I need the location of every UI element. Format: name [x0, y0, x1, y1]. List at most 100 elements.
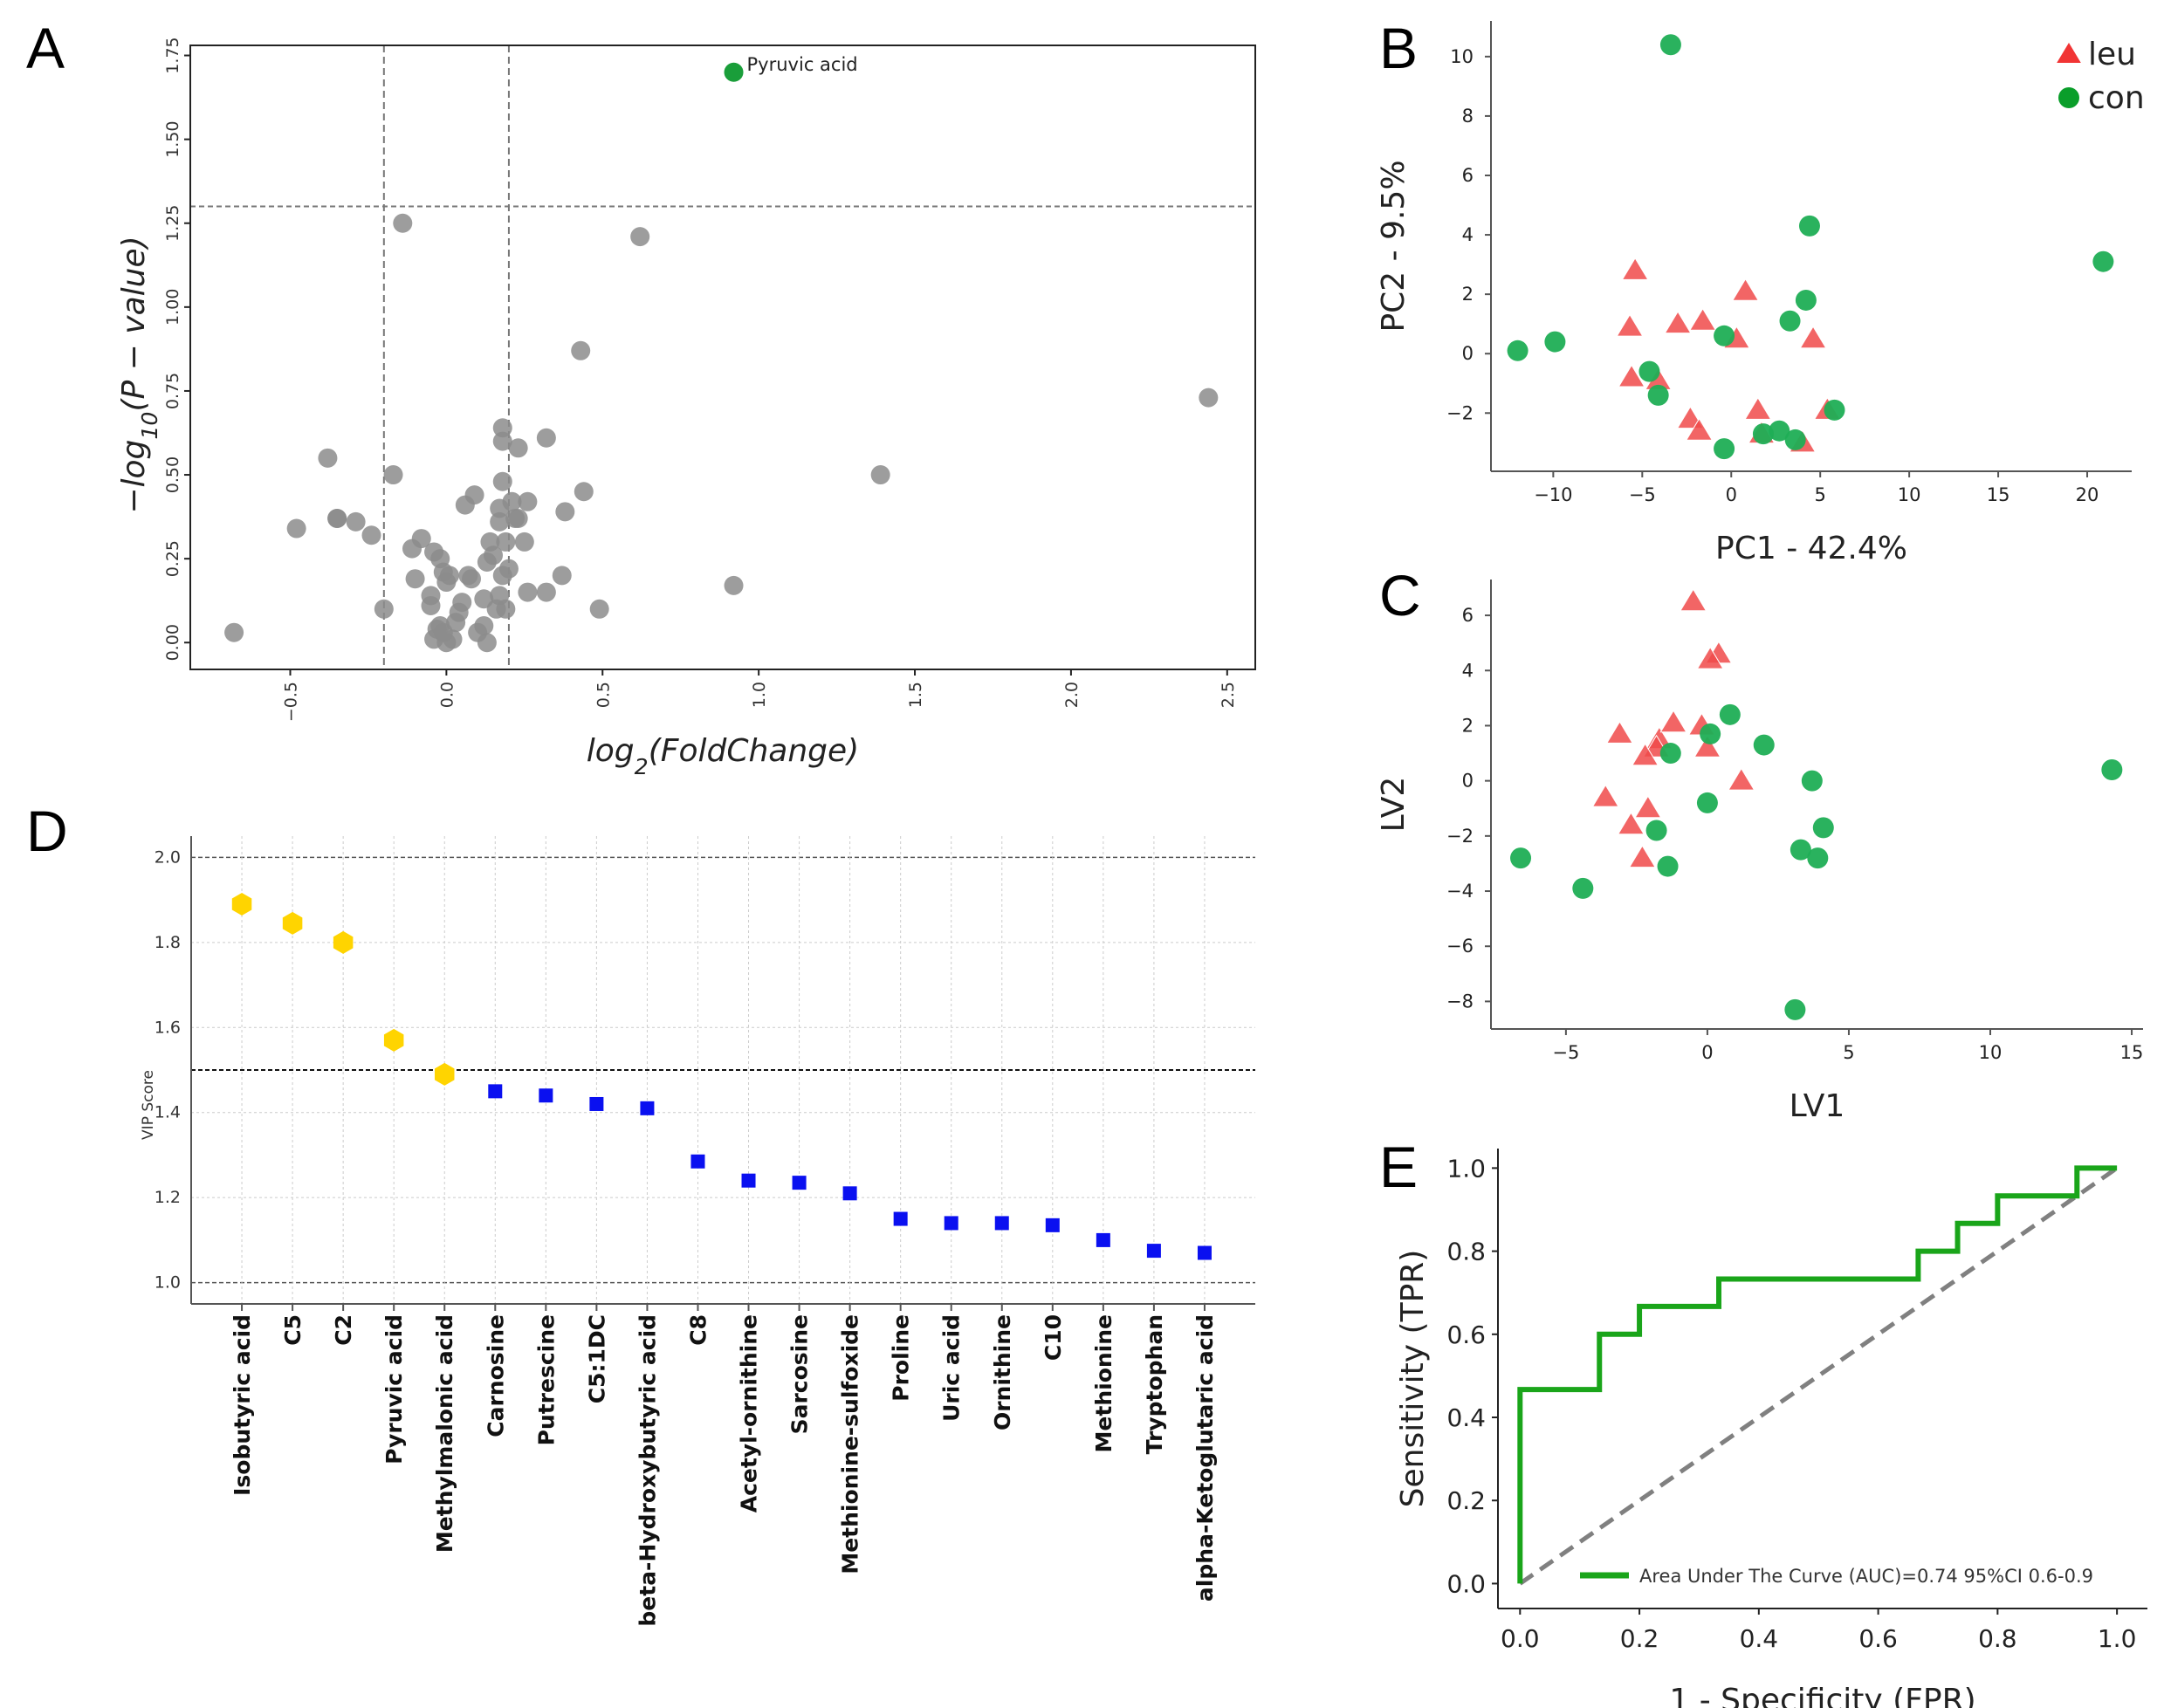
- leu-point: [1621, 257, 1649, 280]
- x-tick-label: 0.6: [1858, 1624, 1898, 1653]
- con-point: [1795, 289, 1817, 311]
- x-tick-label: 15: [2120, 1042, 2144, 1063]
- data-point: [490, 511, 510, 532]
- leu-point: [1618, 364, 1645, 388]
- leu-point: [1628, 845, 1656, 868]
- data-point: [468, 622, 488, 642]
- vip-point-low: [792, 1176, 807, 1190]
- data-point: [393, 213, 413, 233]
- y-tick-label: 1.6: [155, 1018, 181, 1037]
- data-point: [490, 498, 510, 518]
- category-label: Sarcosine: [787, 1314, 813, 1434]
- data-point: [505, 509, 526, 529]
- con-point: [1645, 820, 1667, 841]
- y-tick-label: 6: [1462, 605, 1474, 626]
- data-point: [436, 573, 457, 593]
- y-tick-label: 0.2: [1446, 1486, 1486, 1515]
- vip-point-low: [893, 1211, 908, 1226]
- y-tick-label: 0.50: [163, 456, 182, 493]
- data-point: [427, 619, 447, 639]
- vip-point-low: [944, 1216, 958, 1231]
- vip-point-low: [994, 1216, 1009, 1231]
- data-point: [630, 227, 650, 247]
- vip-point-low: [1146, 1244, 1161, 1259]
- vip-point-low: [842, 1186, 857, 1201]
- con-point: [1700, 723, 1721, 744]
- legend: leu con: [2055, 37, 2145, 116]
- y-tick-label: 1.0: [1446, 1154, 1486, 1183]
- data-point: [492, 566, 512, 586]
- con-point: [1696, 792, 1718, 813]
- con-point: [1659, 743, 1681, 765]
- y-tick-label: 6: [1462, 165, 1474, 186]
- panel-letter-d: D: [26, 799, 68, 863]
- y-tick-label: 10: [1450, 46, 1474, 67]
- category-label: Ornithine: [990, 1314, 1015, 1430]
- data-point: [458, 566, 478, 586]
- leu-point: [1617, 812, 1645, 835]
- data-point: [589, 599, 609, 619]
- plot-frame: [189, 45, 1256, 670]
- y-tick-label: 8: [1462, 106, 1474, 127]
- con-point: [1753, 734, 1775, 756]
- leu-point: [1591, 784, 1619, 807]
- volcano-plot: Pyruvic acid −0.5 0.0 0.5 1.0 1.5 2.0 2.5 0.00 0.…: [116, 37, 1256, 779]
- x-tick-label: 5: [1843, 1042, 1854, 1063]
- vip-point-low: [1045, 1218, 1060, 1232]
- x-tick-label: 2.0: [1062, 682, 1082, 708]
- leu-point: [1731, 278, 1760, 301]
- y-tick-label: 2: [1462, 284, 1474, 305]
- y-tick-label: 1.4: [155, 1103, 181, 1122]
- y-tick-label: 1.0: [155, 1273, 181, 1293]
- panel-letter-b: B: [1379, 16, 1418, 80]
- category-label: C5: [280, 1314, 306, 1346]
- category-label: C10: [1041, 1314, 1066, 1361]
- vip-point-low: [589, 1096, 604, 1111]
- category-label: Carnosine: [483, 1314, 508, 1437]
- y-tick-label: 1.25: [163, 205, 182, 242]
- x-tick-label: −10: [1534, 484, 1572, 505]
- con-point: [1784, 429, 1806, 450]
- x-axis-title: LV1: [1790, 1088, 1845, 1124]
- data-point: [536, 428, 556, 448]
- vip-point-low: [539, 1088, 553, 1103]
- data-point: [508, 438, 528, 458]
- roc-curve-plot: 0.0 0.2 0.4 0.6 0.8 1.0 0.0 0.2 0.4 0.6 0.8 1.0 Area…: [1395, 1149, 2147, 1708]
- category-label: C5:1DC: [584, 1314, 609, 1403]
- y-tick-label: 0.00: [163, 624, 182, 661]
- con-point: [1507, 340, 1529, 361]
- y-tick-label: 0.8: [1446, 1238, 1486, 1266]
- con-point: [1647, 384, 1669, 406]
- panel-letter-c: C: [1379, 563, 1421, 628]
- y-tick-label: 4: [1462, 660, 1474, 681]
- data-point: [455, 495, 475, 515]
- y-tick-label: 1.00: [163, 289, 182, 326]
- y-tick-label: 1.75: [163, 37, 182, 73]
- data-point: [402, 538, 422, 559]
- vip-point-low: [1096, 1232, 1110, 1247]
- data-point: [518, 582, 538, 602]
- y-tick-label: 0: [1462, 343, 1474, 364]
- data-point: [514, 532, 534, 552]
- con-point: [2101, 759, 2123, 781]
- con-point: [2092, 250, 2114, 272]
- data-point: [346, 511, 366, 532]
- legend-leu-label: leu: [2088, 37, 2136, 72]
- x-tick-label: −5: [1552, 1042, 1579, 1063]
- y-tick-label: −4: [1446, 881, 1474, 902]
- category-label: Putrescine: [533, 1314, 559, 1445]
- con-point: [1572, 877, 1594, 899]
- con-point: [1544, 331, 1566, 353]
- x-axis-title: 1 - Specificity (FPR): [1669, 1683, 1975, 1708]
- highlight-point: [724, 62, 744, 82]
- y-tick-label: 0.0: [1446, 1569, 1486, 1598]
- y-tick-label: 1.2: [155, 1188, 181, 1207]
- leu-point: [1744, 396, 1772, 420]
- x-tick-label: 1.5: [906, 682, 925, 708]
- con-point: [1801, 770, 1823, 792]
- x-tick-label: 0.0: [437, 682, 457, 708]
- y-tick-label: 2.0: [155, 847, 181, 867]
- data-point: [536, 582, 556, 602]
- vip-point-low: [690, 1154, 705, 1169]
